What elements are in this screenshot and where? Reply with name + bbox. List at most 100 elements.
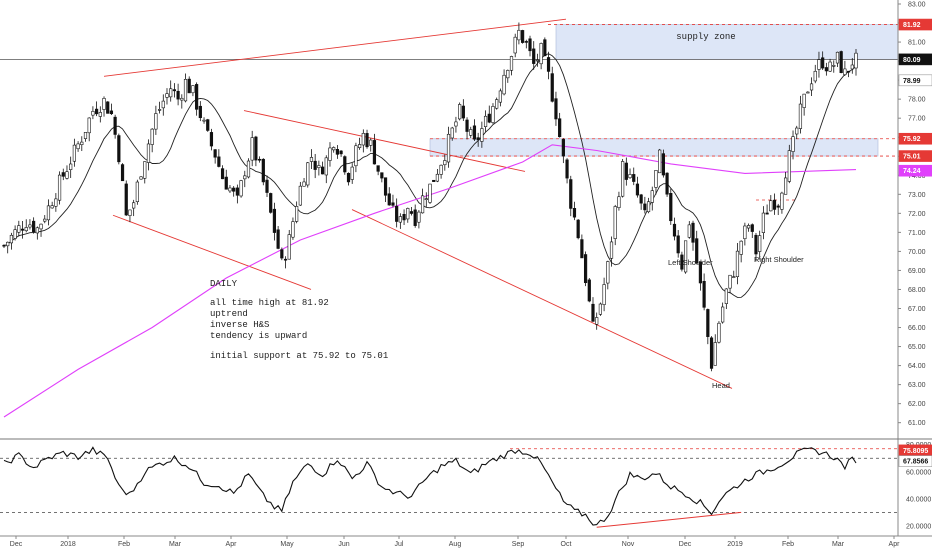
candle-body [413,209,417,226]
candle-body [146,143,151,163]
candle-body [109,110,114,115]
candle-body [243,175,247,180]
candle-body [120,164,125,182]
note-line-3: inverse H&S [210,320,269,330]
candle-body [817,59,821,70]
candle-body [246,160,251,178]
oscillator-tick-label: 60.0000 [906,469,931,476]
candle-body [498,90,502,103]
candle-body [283,258,288,261]
candle-body [191,85,195,94]
candle-body [550,73,554,102]
candle-body [772,199,777,210]
candle-body [369,139,373,146]
candle-body [698,261,703,284]
candle-body [769,200,773,212]
candle-body [346,172,351,183]
candle-body [680,254,684,270]
candle-body [754,234,758,255]
candle-body [843,68,847,75]
price-badge-text: 80.09 [903,57,921,64]
candle-body [609,241,614,259]
candle-body [576,219,580,239]
price-badge-text: 75.92 [903,136,921,143]
candle-body [569,179,573,209]
candle-body [561,139,565,157]
candle-body [165,93,169,98]
candle-body [450,127,454,139]
candle-body [713,342,717,366]
candle-body [461,105,465,119]
candle-body [250,137,254,161]
candle-body [750,224,754,232]
candle-body [9,234,14,244]
candle-body [61,172,65,177]
candle-body [354,145,358,167]
candle-body [743,225,747,240]
candle-body [446,133,451,163]
candle-body [709,337,714,369]
candle-body [632,174,636,182]
x-tick-label: Feb [118,541,130,548]
candle-body [732,276,736,278]
candle-body [420,195,425,214]
candle-body [646,201,651,213]
candle-body [387,193,391,206]
candle-body [39,223,43,230]
x-tick-label: May [280,541,294,548]
candle-body [169,88,173,98]
note-line-1: all time high at 81.92 [210,298,329,308]
candle-body [658,149,662,174]
candle-body [372,140,377,165]
candle-body [454,121,458,127]
candle-body [428,183,432,203]
candle-body [443,160,447,166]
price-badge-text: 81.92 [903,22,921,29]
candle-body [220,168,225,180]
candle-body [17,225,21,233]
price-badge-bg [898,164,932,177]
candle-body [298,185,302,206]
candle-body [521,30,525,43]
candle-body [24,227,28,232]
price-tick-label: 68.00 [908,287,926,294]
x-tick-label: Dec [10,541,23,548]
price-tick-label: 69.00 [908,268,926,275]
candle-body [654,170,658,188]
candle-body [824,67,828,72]
candle-body [209,132,214,147]
candle-body [687,224,691,238]
annotation-right-shoulder: Right Shoulder [754,255,804,264]
price-tick-label: 64.00 [908,363,926,370]
candle-body [761,212,765,233]
candle-body [124,183,128,216]
candle-body [846,70,851,73]
note-line-5: initial support at 75.92 to 75.01 [210,351,388,361]
candle-body [380,172,384,179]
price-badge-text: 78.99 [903,78,921,85]
candle-body [539,43,543,65]
x-tick-label: Feb [782,541,794,548]
candle-body [572,208,577,218]
candle-body [746,225,751,229]
candle-body [439,164,443,175]
candle-body [832,65,836,67]
candle-body [361,133,365,146]
candle-body [339,150,343,155]
candle-body [595,317,599,325]
trendline [112,214,312,290]
candle-body [28,224,32,228]
candle-body [365,133,369,148]
candle-body [72,144,76,162]
candle-body [87,117,91,134]
x-tick-label: Apr [226,541,238,548]
x-tick-label: Aug [449,541,462,548]
candle-body [276,229,280,249]
candle-body [706,309,710,337]
candle-body [102,98,106,110]
candle-body [83,132,88,139]
candle-body [261,158,265,183]
candle-body [458,104,462,120]
candle-body [717,322,721,343]
